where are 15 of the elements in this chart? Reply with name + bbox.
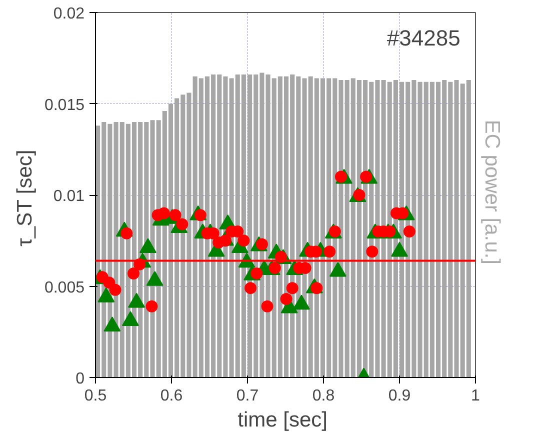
y-tick-label: 0.005 [44,279,85,296]
y-axis-title: τ_ST [sec] [13,150,36,246]
x-tick-label: 0.9 [388,388,411,404]
x-tick-label: 0.8 [312,388,335,404]
y-tick-label: 0.02 [53,6,85,22]
x-tick-label: 0.5 [84,388,107,404]
y2-axis-title: EC power [a.u.] [480,120,504,264]
y-tick-label: 0 [76,370,85,388]
x-axis-title: time [sec] [238,408,328,432]
x-tick-label: 1 [471,388,480,404]
annotation: #34285 [386,25,460,50]
y-tick-label: 0.015 [44,96,85,114]
x-tick-label: 0.6 [160,388,183,404]
y-tick-label: 0.01 [53,188,85,205]
x-tick-label: 0.7 [236,388,259,404]
